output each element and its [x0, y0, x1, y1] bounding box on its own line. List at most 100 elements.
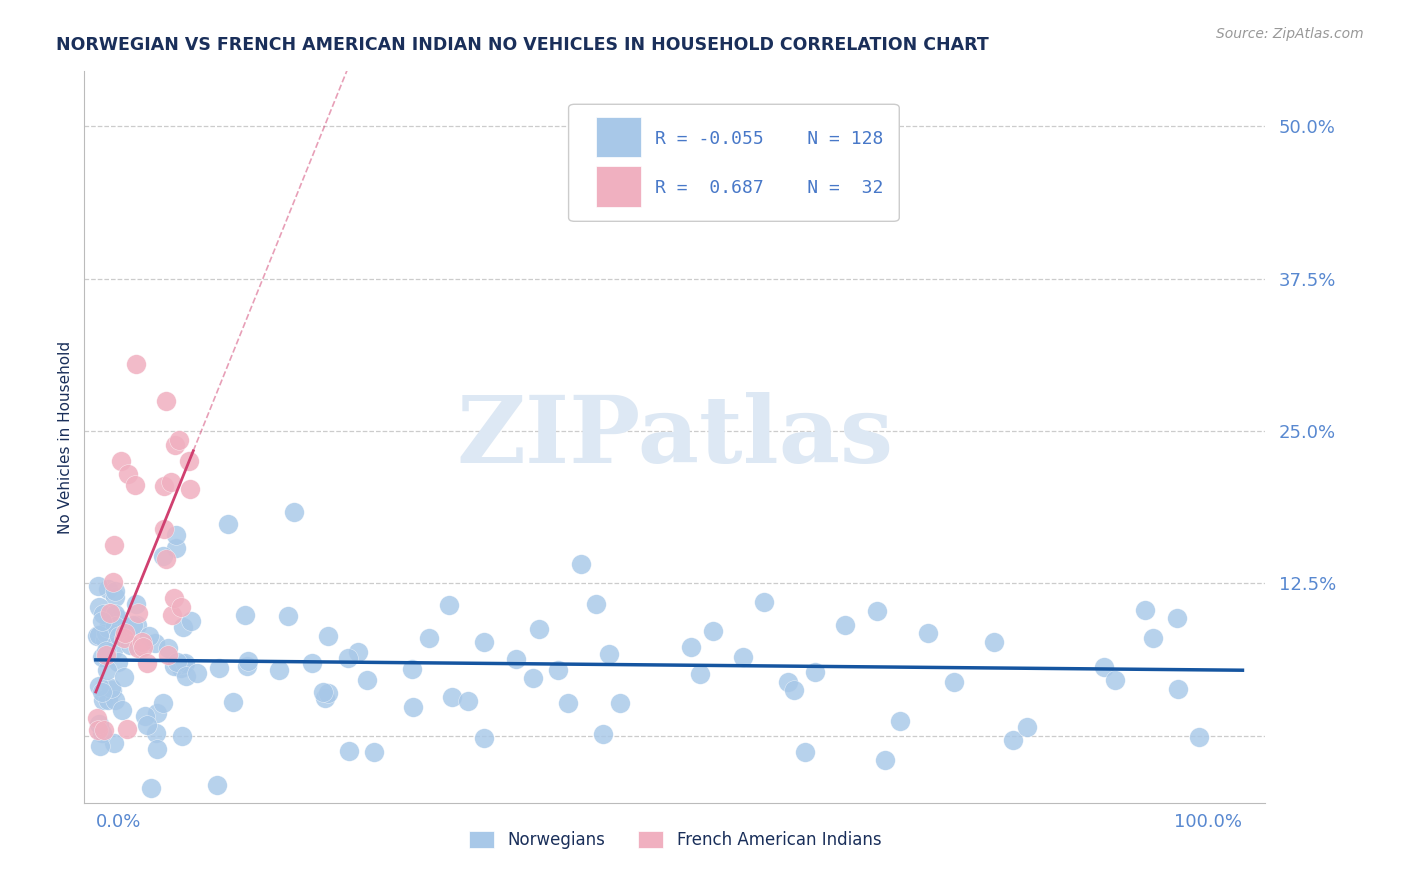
Point [125, 357, 148, 371]
Point [472, 731, 495, 746]
Point [283, 505, 305, 519]
Point [170, 599, 193, 614]
Point [165, 541, 187, 555]
Point [86, 629, 108, 643]
Point [131, 635, 153, 649]
Point [689, 667, 711, 681]
Point [834, 618, 856, 632]
Point [94, 633, 117, 648]
Point [121, 618, 143, 632]
Point [120, 639, 142, 653]
Point [1017, 720, 1039, 734]
Point [97, 582, 120, 596]
Point [87, 679, 110, 693]
Point [132, 640, 155, 654]
Point [592, 727, 614, 741]
Point [557, 697, 579, 711]
Point [103, 583, 125, 598]
Point [93, 723, 115, 737]
Point [90, 614, 112, 628]
Point [301, 656, 323, 670]
Point [103, 643, 125, 657]
Point [207, 778, 229, 792]
Point [125, 597, 148, 611]
Point [439, 598, 461, 612]
Point [112, 670, 135, 684]
Point [107, 656, 129, 670]
Point [104, 607, 127, 622]
Point [363, 745, 385, 759]
Point [139, 781, 162, 796]
Point [472, 635, 495, 649]
Point [402, 699, 425, 714]
Point [98, 606, 121, 620]
Point [233, 607, 256, 622]
Point [585, 597, 607, 611]
Point [172, 620, 194, 634]
Point [179, 482, 201, 496]
Point [186, 666, 208, 681]
Point [1142, 632, 1164, 646]
Point [1188, 730, 1211, 744]
Point [174, 656, 197, 670]
Bar [596, 117, 641, 157]
Point [114, 626, 136, 640]
Point [111, 703, 134, 717]
Text: Source: ZipAtlas.com: Source: ZipAtlas.com [1216, 27, 1364, 41]
Point [153, 479, 176, 493]
Point [917, 625, 939, 640]
Point [101, 574, 124, 589]
Point [1135, 602, 1157, 616]
Point [702, 624, 724, 639]
Point [134, 709, 156, 723]
Point [125, 617, 148, 632]
Point [152, 696, 174, 710]
Point [98, 607, 121, 621]
Text: R =  0.687    N =  32: R = 0.687 N = 32 [655, 179, 883, 197]
Point [157, 648, 180, 662]
Point [86, 579, 108, 593]
Point [522, 671, 544, 685]
Point [100, 681, 122, 695]
Point [136, 656, 159, 670]
Point [160, 608, 183, 623]
Point [943, 674, 966, 689]
Point [117, 722, 139, 736]
Point [1092, 659, 1115, 673]
Point [112, 631, 135, 645]
Point [505, 652, 527, 666]
Text: 100.0%: 100.0% [1174, 813, 1243, 830]
Point [177, 454, 200, 468]
Point [873, 753, 896, 767]
Point [104, 619, 127, 633]
Point [180, 614, 202, 628]
Point [87, 628, 110, 642]
Point [238, 654, 260, 668]
Point [418, 631, 440, 645]
Bar [596, 167, 641, 207]
Point [269, 663, 291, 677]
Text: 0.0%: 0.0% [96, 813, 141, 830]
Point [110, 454, 132, 468]
Point [163, 591, 186, 606]
Point [336, 650, 359, 665]
Point [731, 650, 754, 665]
Point [165, 528, 187, 542]
Point [337, 744, 360, 758]
Point [794, 745, 817, 759]
Point [91, 685, 114, 699]
Point [889, 714, 911, 728]
Point [105, 621, 128, 635]
Point [983, 635, 1005, 649]
Point [145, 742, 167, 756]
Point [159, 475, 181, 489]
Point [104, 693, 127, 707]
Point [208, 660, 231, 674]
Point [217, 516, 239, 531]
Point [314, 691, 336, 706]
Point [236, 659, 259, 673]
Point [96, 648, 118, 662]
Text: ZIPatlas: ZIPatlas [457, 392, 893, 482]
Point [1166, 611, 1188, 625]
Point [312, 685, 335, 699]
